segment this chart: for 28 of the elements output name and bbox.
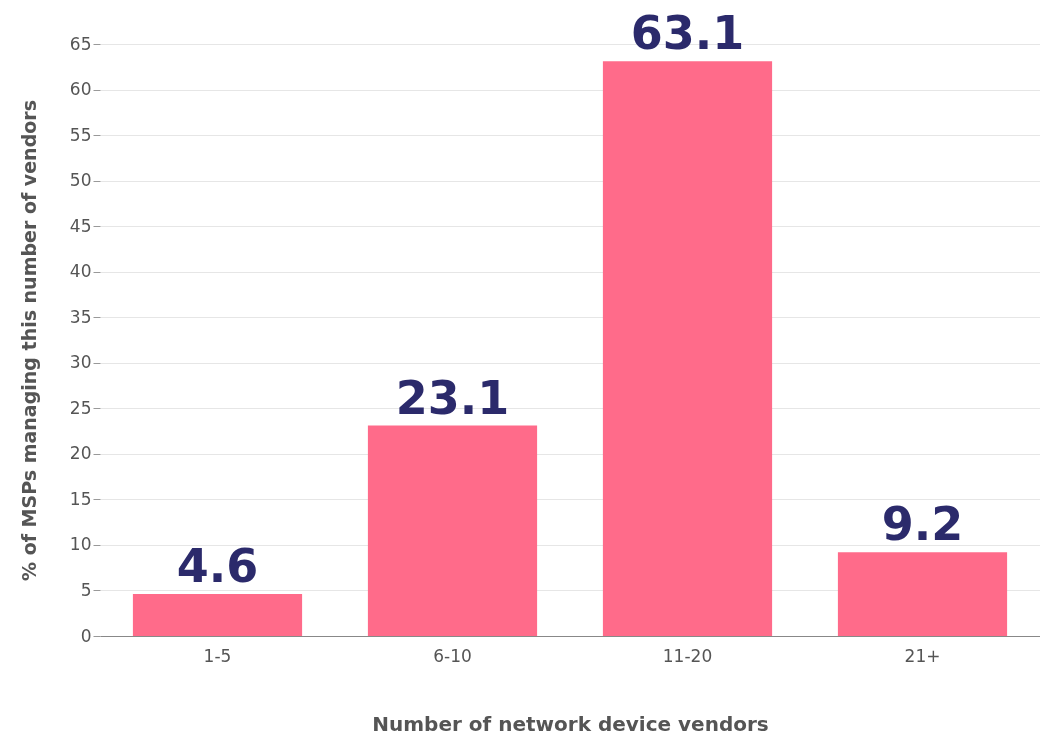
y-tick-label: 15 bbox=[69, 488, 92, 509]
data-label: 23.1 bbox=[395, 370, 510, 425]
y-tick-label: 0 bbox=[80, 625, 92, 646]
bar bbox=[837, 552, 1008, 636]
data-label: 9.2 bbox=[881, 497, 964, 552]
data-label: 63.1 bbox=[630, 6, 745, 61]
y-tick-label: 35 bbox=[69, 306, 92, 327]
y-tick-label: 20 bbox=[69, 443, 92, 464]
y-axis-title: % of MSPs managing this number of vendors bbox=[17, 100, 40, 581]
y-tick-label: 5 bbox=[80, 579, 92, 600]
y-tick-label: 60 bbox=[69, 79, 92, 100]
y-tick-label: 40 bbox=[69, 261, 92, 282]
y-tick-label: 25 bbox=[69, 397, 92, 418]
x-tick-label: 11-20 bbox=[662, 645, 713, 666]
y-tick-label: 50 bbox=[69, 170, 92, 191]
y-tick-label: 30 bbox=[69, 352, 92, 373]
bar bbox=[367, 425, 538, 636]
x-axis-title: Number of network device vendors bbox=[372, 711, 769, 736]
y-tick-label: 45 bbox=[69, 215, 92, 236]
y-tick-label: 10 bbox=[69, 534, 92, 555]
y-tick-label: 55 bbox=[69, 124, 92, 145]
x-tick-label: 6-10 bbox=[433, 645, 472, 666]
data-label: 4.6 bbox=[176, 539, 259, 594]
x-tick-label: 1-5 bbox=[203, 645, 232, 666]
bar bbox=[132, 594, 303, 636]
x-tick-label: 21+ bbox=[904, 645, 941, 666]
y-tick-label: 65 bbox=[69, 33, 92, 54]
bar bbox=[602, 61, 773, 636]
